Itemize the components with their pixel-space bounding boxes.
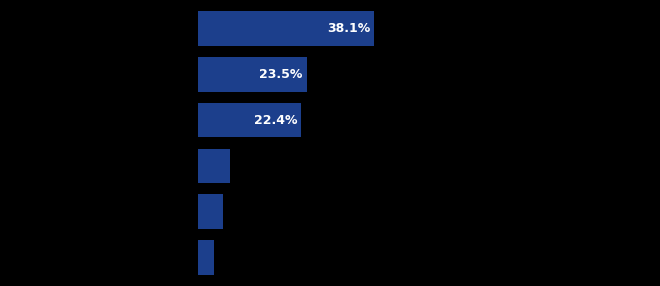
Text: 38.1%: 38.1% [327, 22, 370, 35]
Bar [198, 103, 302, 137]
Bar [198, 240, 214, 275]
Text: 22.4%: 22.4% [254, 114, 298, 127]
Text: 23.5%: 23.5% [259, 68, 303, 81]
Bar [198, 149, 230, 183]
Bar [198, 194, 223, 229]
Bar [198, 57, 306, 92]
Bar [198, 11, 374, 46]
